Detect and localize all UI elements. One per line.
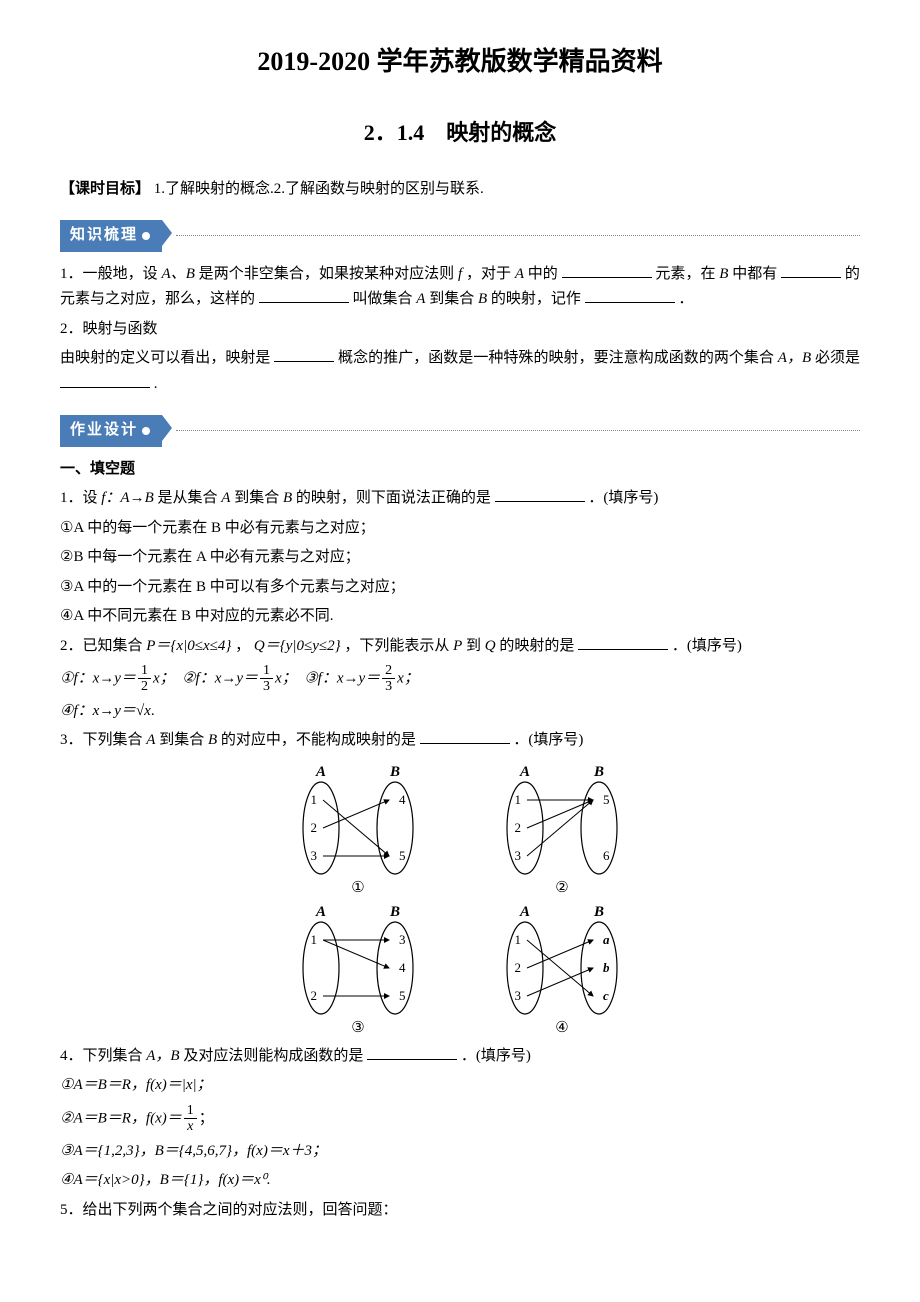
q2-stem: 2．已知集合 P＝{x|0≤x≤4} ， Q＝{y|0≤y≤2} ，下列能表示从…	[60, 634, 860, 660]
svg-text:A: A	[519, 904, 530, 920]
svg-text:2: 2	[514, 820, 521, 835]
q1-opt2: ②B 中每一个元素在 A 中必有元素与之对应；	[60, 545, 860, 571]
blank	[562, 262, 652, 278]
svg-text:b: b	[603, 960, 610, 975]
svg-text:1: 1	[514, 792, 521, 807]
section-title: 2．1.4 映射的概念	[60, 114, 860, 151]
q4-opt3: ③A＝{1,2,3}，B＝{4,5,6,7}，f(x)＝x＋3；	[60, 1139, 860, 1165]
mapping-diagram: A B 1 2 3 5 6 ②	[487, 764, 637, 894]
svg-text:③: ③	[351, 1020, 364, 1034]
svg-text:a: a	[603, 932, 610, 947]
ribbon-line	[176, 430, 860, 431]
svg-text:B: B	[593, 764, 604, 780]
svg-text:3: 3	[514, 988, 521, 1003]
q3-diagram-1: A B 1 2 3 4 5 ①	[283, 764, 433, 894]
q4-opt2: ②A＝B＝R，f(x)＝1x；	[60, 1103, 860, 1135]
svg-text:4: 4	[399, 960, 406, 975]
ribbon-homework-label: 作业设计	[60, 415, 162, 447]
svg-text:A: A	[315, 764, 326, 780]
svg-text:3: 3	[399, 932, 406, 947]
q2-opt4: ④f：x→y＝√x.	[60, 699, 860, 725]
blank	[781, 262, 841, 278]
mapping-diagram: A B 1 2 3 4 5 ①	[283, 764, 433, 894]
svg-text:B: B	[389, 764, 400, 780]
svg-text:6: 6	[603, 848, 610, 863]
ribbon-line	[176, 235, 860, 236]
svg-text:1: 1	[514, 932, 521, 947]
q1-opt1: ①A 中的每一个元素在 B 中必有元素与之对应；	[60, 516, 860, 542]
q3-diagrams-row1: A B 1 2 3 4 5 ① A B 1 2 3 5 6 ②	[60, 764, 860, 894]
q3-diagram-2: A B 1 2 3 5 6 ②	[487, 764, 637, 894]
svg-text:5: 5	[603, 792, 610, 807]
knowledge-item-2-title: 2．映射与函数	[60, 317, 860, 343]
svg-text:5: 5	[399, 848, 406, 863]
blank	[367, 1044, 457, 1060]
q4-opt4: ④A＝{x|x>0}，B＝{1}，f(x)＝x⁰.	[60, 1168, 860, 1194]
objective: 【课时目标】 1.了解映射的概念.2.了解函数与映射的区别与联系.	[60, 177, 860, 203]
svg-text:2: 2	[311, 988, 318, 1003]
mapping-diagram: A B 1 2 3 abc ④	[487, 904, 637, 1034]
svg-text:3: 3	[514, 848, 521, 863]
q3-diagram-3: A B 1 2 3 4 5 ③	[283, 904, 433, 1034]
svg-text:2: 2	[514, 960, 521, 975]
q3-diagrams-row2: A B 1 2 3 4 5 ③ A B 1 2 3 abc ④	[60, 904, 860, 1034]
svg-text:②: ②	[555, 880, 568, 894]
ribbon-knowledge: 知识梳理	[60, 220, 860, 252]
svg-text:A: A	[519, 764, 530, 780]
svg-text:A: A	[315, 904, 326, 920]
svg-text:B: B	[593, 904, 604, 920]
q5-stem: 5．给出下列两个集合之间的对应法则，回答问题：	[60, 1198, 860, 1224]
main-title: 2019-2020 学年苏教版数学精品资料	[60, 40, 860, 84]
blank	[585, 287, 675, 303]
blank	[578, 634, 668, 650]
q1-opt3: ③A 中的一个元素在 B 中可以有多个元素与之对应；	[60, 575, 860, 601]
q1-stem: 1．设 f：A→B 是从集合 A 到集合 B 的映射，则下面说法正确的是 ．(填…	[60, 486, 860, 512]
objective-label: 【课时目标】	[60, 181, 150, 197]
blank	[274, 346, 334, 362]
blank	[60, 372, 150, 388]
mapping-diagram: A B 1 2 3 4 5 ③	[283, 904, 433, 1034]
blank	[259, 287, 349, 303]
svg-text:1: 1	[311, 792, 318, 807]
q3-stem: 3．下列集合 A 到集合 B 的对应中，不能构成映射的是 ．(填序号)	[60, 728, 860, 754]
svg-text:4: 4	[399, 792, 406, 807]
svg-text:1: 1	[311, 932, 318, 947]
knowledge-item-2-text: 由映射的定义可以看出，映射是 概念的推广，函数是一种特殊的映射，要注意构成函数的…	[60, 346, 860, 397]
ribbon-knowledge-label: 知识梳理	[60, 220, 162, 252]
blank	[420, 728, 510, 744]
q2-opts-row1: ①f：x→y＝12x； ②f：x→y＝13x； ③f：x→y＝23x；	[60, 663, 860, 695]
ribbon-homework: 作业设计	[60, 415, 860, 447]
svg-text:3: 3	[311, 848, 318, 863]
knowledge-item-1: 1．一般地，设 A、B 是两个非空集合，如果按某种对应法则 f ，对于 A 中的…	[60, 262, 860, 313]
objective-text: 1.了解映射的概念.2.了解函数与映射的区别与联系.	[154, 181, 484, 197]
q3-diagram-4: A B 1 2 3 abc ④	[487, 904, 637, 1034]
blank	[495, 486, 585, 502]
q4-opt1: ①A＝B＝R，f(x)＝|x|；	[60, 1073, 860, 1099]
svg-text:c: c	[603, 988, 609, 1003]
q4-stem: 4．下列集合 A，B 及对应法则能构成函数的是 ．(填序号)	[60, 1044, 860, 1070]
svg-text:①: ①	[351, 880, 364, 894]
svg-text:2: 2	[311, 820, 318, 835]
svg-text:5: 5	[399, 988, 406, 1003]
svg-text:B: B	[389, 904, 400, 920]
svg-text:④: ④	[555, 1020, 568, 1034]
q1-opt4: ④A 中不同元素在 B 中对应的元素必不同.	[60, 604, 860, 630]
fill-blank-header: 一、填空题	[60, 457, 860, 483]
